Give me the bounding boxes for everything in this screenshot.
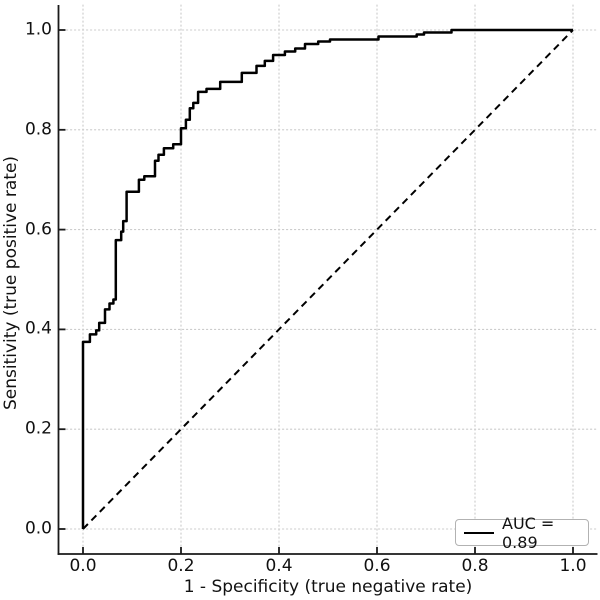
- legend: AUC = 0.89: [455, 514, 589, 552]
- y-tick-label: 1.0: [24, 19, 52, 40]
- legend-label: AUC = 0.89: [502, 513, 555, 552]
- y-tick-label: 0.4: [24, 319, 52, 340]
- x-axis-label: 1 - Specificity (true negative rate): [183, 577, 473, 597]
- y-tick-label: 0.0: [24, 518, 52, 539]
- x-tick-label: 1.0: [559, 556, 587, 576]
- diagonal-reference-line: [82, 29, 574, 530]
- x-tick-label: 0.8: [461, 556, 489, 576]
- y-axis-label: Sensitivity (true positive rate): [1, 155, 21, 411]
- tick-marks: [58, 29, 574, 554]
- x-tick-label: 0.0: [69, 556, 97, 576]
- y-tick-label: 0.8: [24, 119, 52, 140]
- legend-line-swatch: [464, 531, 494, 534]
- roc-curve-line: [81, 28, 573, 529]
- y-tick-label: 0.6: [24, 219, 52, 240]
- x-tick-label: 0.4: [265, 556, 293, 576]
- x-tick-label: 0.2: [167, 556, 195, 576]
- y-tick-label: 0.2: [24, 418, 52, 439]
- x-tick-label: 0.6: [363, 556, 391, 576]
